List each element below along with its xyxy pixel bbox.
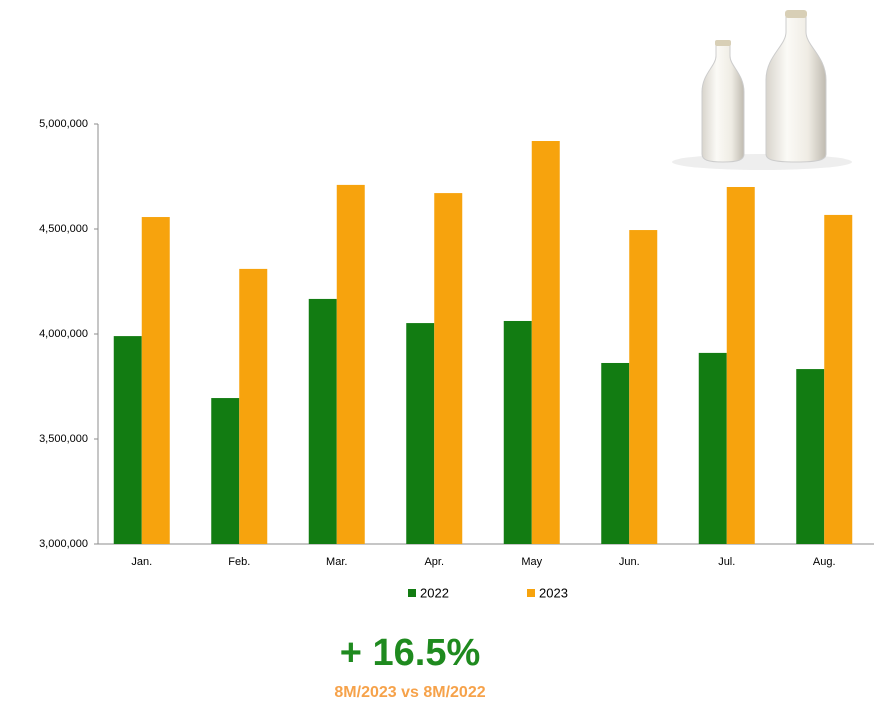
x-tick-label: Jan. — [131, 556, 152, 568]
x-tick-label: Mar. — [326, 556, 347, 568]
bar — [796, 369, 825, 544]
bar — [531, 141, 560, 544]
x-tick-label: May — [521, 556, 542, 568]
y-tick-label: 4,500,000 — [39, 223, 88, 235]
legend-label: 2022 — [420, 585, 449, 600]
x-tick-label: Aug. — [813, 556, 836, 568]
bar — [434, 193, 463, 544]
bar — [726, 187, 755, 544]
subheadline: 8M/2023 vs 8M/2022 — [334, 684, 485, 701]
bar — [824, 214, 853, 544]
x-tick-label: Jun. — [619, 556, 640, 568]
bar — [308, 298, 337, 544]
y-tick-label: 5,000,000 — [39, 118, 88, 130]
bar — [406, 323, 435, 544]
bar — [211, 398, 240, 544]
x-tick-label: Feb. — [228, 556, 250, 568]
legend-label: 2023 — [539, 585, 568, 600]
bar — [698, 352, 727, 544]
bar — [239, 268, 268, 544]
y-tick-label: 3,500,000 — [39, 433, 88, 445]
headline: + 16.5% — [340, 632, 481, 674]
milk-bottles — [672, 10, 852, 170]
legend-swatch — [527, 589, 535, 597]
bar — [601, 362, 630, 544]
bar — [336, 184, 365, 544]
legend-swatch — [408, 589, 416, 597]
y-tick-label: 4,000,000 — [39, 328, 88, 340]
x-tick-label: Apr. — [424, 556, 444, 568]
x-tick-label: Jul. — [718, 556, 735, 568]
bar — [113, 336, 142, 544]
bar — [503, 320, 532, 544]
bar — [141, 217, 170, 544]
bar — [629, 230, 658, 545]
y-tick-label: 3,000,000 — [39, 538, 88, 550]
